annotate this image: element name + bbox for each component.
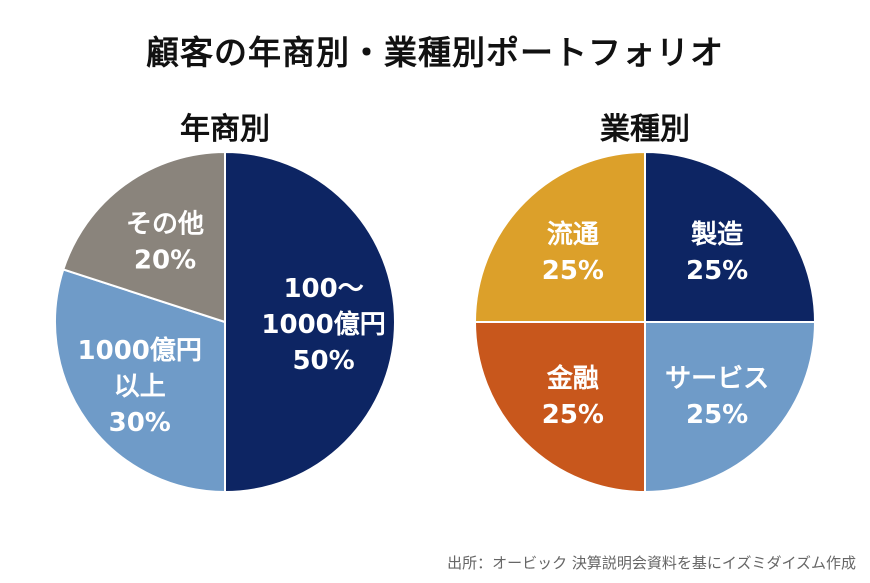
- revenue-label-2-1: 20%: [134, 245, 196, 275]
- industry-label-3-1: 25%: [542, 256, 604, 286]
- industry-slice-3: [475, 150, 646, 323]
- industry-label-1-0: サービス: [665, 364, 769, 394]
- industry-label-3-0: 流通: [547, 220, 599, 250]
- industry-chart-title: 業種別: [600, 112, 690, 147]
- page-title: 顧客の年商別・業種別ポートフォリオ: [146, 33, 724, 72]
- industry-pie-chart: 製造 25% サービス 25% 金融 25% 流通 25%: [475, 150, 815, 494]
- industry-slice-1: [644, 321, 815, 494]
- source-note: 出所：オービック 決算説明会資料を基にイズミダイズム作成: [447, 554, 856, 572]
- revenue-label-1-2: 30%: [109, 408, 171, 438]
- industry-label-0-1: 25%: [686, 256, 748, 286]
- industry-label-0-0: 製造: [691, 220, 743, 250]
- revenue-slice-0: [224, 150, 395, 494]
- industry-label-2-1: 25%: [542, 400, 604, 430]
- industry-label-2-0: 金融: [546, 363, 599, 394]
- revenue-label-0-2: 50%: [292, 346, 354, 376]
- industry-slice-2: [475, 321, 646, 494]
- revenue-slice-2: [62, 150, 226, 324]
- revenue-chart-title: 年商別: [180, 112, 270, 147]
- revenue-label-0-1: 1000億円: [261, 310, 385, 340]
- revenue-slice-1: [55, 268, 226, 494]
- revenue-label-2-0: その他: [126, 209, 204, 239]
- revenue-label-0-0: 100〜: [283, 274, 363, 304]
- revenue-label-1-1: 以上: [114, 372, 166, 402]
- industry-slice-0: [644, 150, 815, 323]
- revenue-label-1-0: 1000億円: [78, 336, 202, 366]
- industry-label-1-1: 25%: [686, 400, 748, 430]
